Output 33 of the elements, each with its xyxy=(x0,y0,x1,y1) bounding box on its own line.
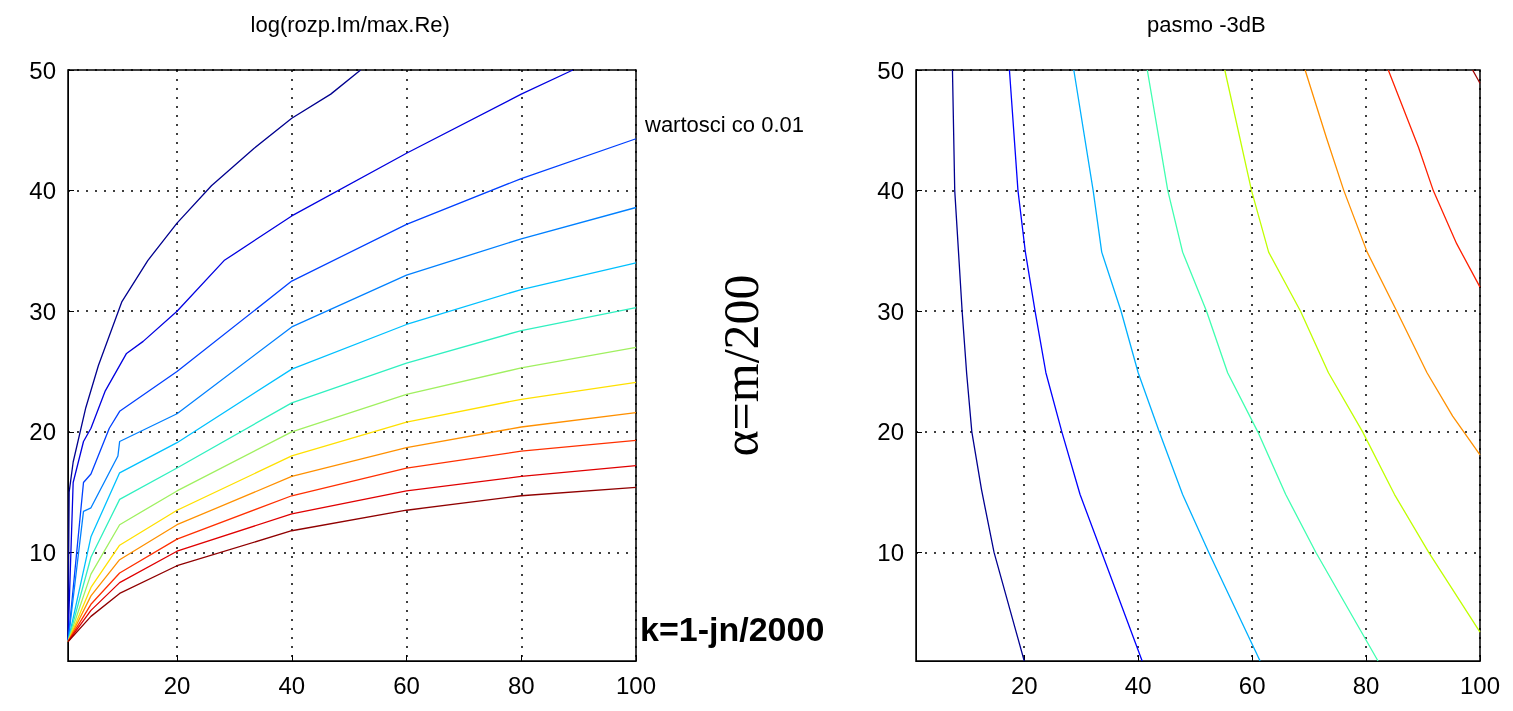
line-series xyxy=(951,69,1025,662)
x-tick-label: 100 xyxy=(1459,671,1501,699)
y-tick-label: 40 xyxy=(877,177,904,205)
x-tick-label: 60 xyxy=(1238,671,1266,699)
x-tick-label: 80 xyxy=(1352,671,1380,699)
line-series xyxy=(1224,69,1481,633)
x-tick-label: 20 xyxy=(163,671,191,699)
x-tick-label: 100 xyxy=(615,671,657,699)
line-series xyxy=(1008,69,1143,662)
line-series xyxy=(1146,69,1379,662)
line-series xyxy=(67,69,574,643)
y-tick-label: 50 xyxy=(29,56,56,84)
y-tick-label: 30 xyxy=(29,297,56,325)
y-tick-label: 30 xyxy=(877,297,904,325)
y-tick-label: 10 xyxy=(29,538,56,566)
text: wartosci co 0.01 xyxy=(644,111,804,137)
x-tick-label: 20 xyxy=(1010,671,1038,699)
chart-title: log(rozp.Im/max.Re) xyxy=(250,11,450,37)
y-tick-label: 40 xyxy=(29,177,56,205)
line-series xyxy=(1387,69,1481,288)
y-tick-label: 20 xyxy=(877,418,904,446)
x-tick-label: 80 xyxy=(507,671,535,699)
x-tick-label: 40 xyxy=(1124,671,1152,699)
y-tick-label: 50 xyxy=(877,56,904,84)
y-axis-title: α=m/200 xyxy=(713,274,769,457)
x-tick-label: 40 xyxy=(278,671,306,699)
x-tick-label: 60 xyxy=(393,671,420,699)
y-tick-label: 10 xyxy=(877,538,904,566)
line-series xyxy=(1304,69,1481,456)
chart-title: pasmo -3dB xyxy=(1147,11,1266,37)
y-tick-label: 20 xyxy=(29,418,56,446)
line-series xyxy=(1073,69,1261,662)
text: k=1-jn/2000 xyxy=(640,610,825,648)
